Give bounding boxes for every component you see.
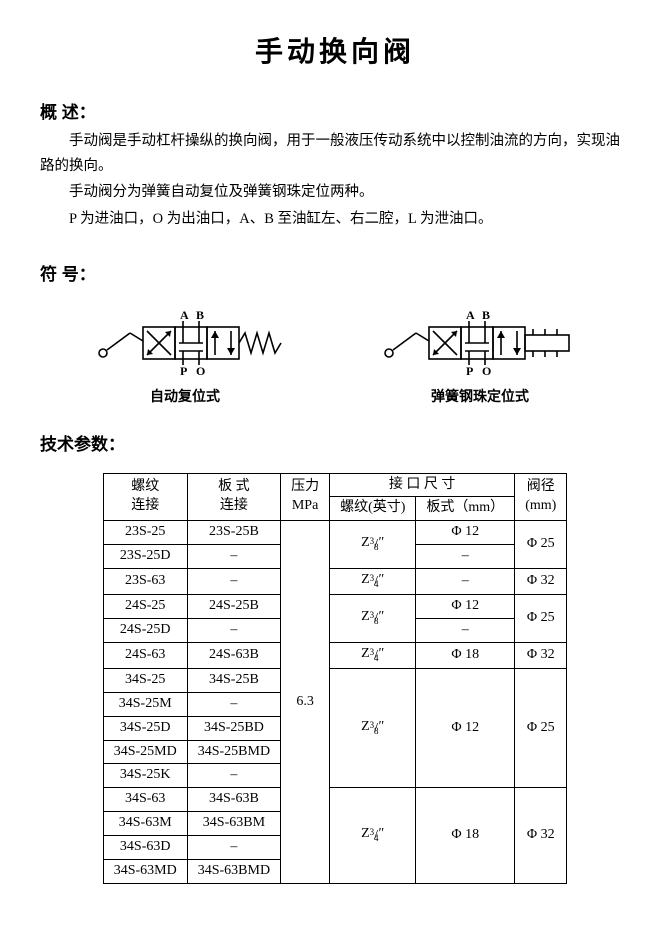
spec-table: 螺纹连接 板 式连接 压力MPa 接 口 尺 寸 阀径(mm) 螺纹(英寸) 板… [103,473,568,884]
overview-p3: P 为进油口，O 为出油口，A、B 至油缸左、右二腔，L 为泄油口。 [40,207,630,232]
svg-text:A: A [180,308,189,322]
symbol-left-label: 自动复位式 [85,386,285,406]
table-row: 34S-2534S-25B Z3/8″ Φ 12 Φ 25 [103,668,567,692]
overview-p1: 手动阀是手动杠杆操纵的换向阀，用于一般液压传动系统中以控制油流的方向，实现油路的… [40,129,630,178]
svg-text:P: P [180,364,187,375]
symbol-right-label: 弹簧钢珠定位式 [375,386,585,406]
table-row: 24S-6324S-63B Z3/4″ Φ 18 Φ 32 [103,642,567,668]
table-row: 23S-25 23S-25B 6.3 Z3/8″ Φ 12 Φ 25 [103,521,567,545]
table-row: 24S-2524S-25B Z3/8″ Φ 12 Φ 25 [103,595,567,619]
page-title: 手动换向阀 [40,30,630,70]
section-params-heading: 技术参数： [40,430,630,455]
svg-text:B: B [482,308,490,322]
symbol-auto-return-icon: A B P O [85,305,285,375]
table-row: 23S-63– Z3/4″ – Φ 32 [103,569,567,595]
svg-text:O: O [196,364,205,375]
svg-text:O: O [482,364,491,375]
symbol-detent-icon: A B P O [375,305,585,375]
svg-text:B: B [196,308,204,322]
section-overview-heading: 概 述： [40,98,630,123]
table-row: 34S-6334S-63B Z3/4″ Φ 18 Φ 32 [103,788,567,812]
overview-p2: 手动阀分为弹簧自动复位及弹簧钢珠定位两种。 [40,180,630,205]
svg-text:A: A [466,308,475,322]
section-symbols-heading: 符 号： [40,260,630,285]
svg-text:P: P [466,364,473,375]
symbols-row: A B P O 自动复位式 [40,305,630,406]
